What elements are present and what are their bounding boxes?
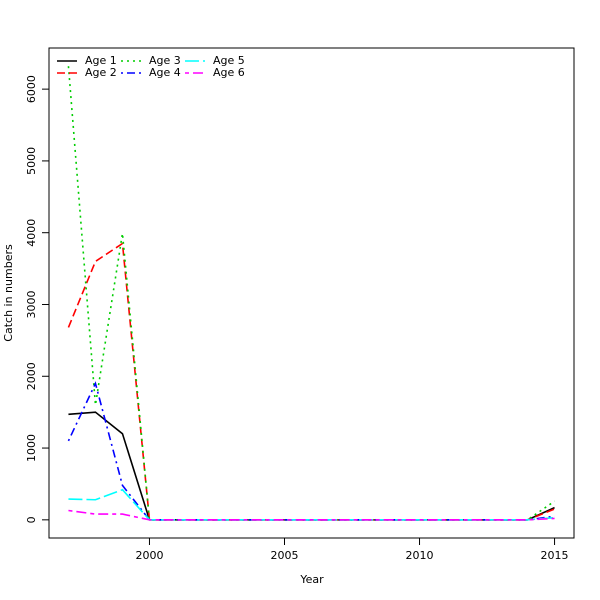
y-tick-label: 0	[25, 516, 38, 523]
y-tick-label: 1000	[25, 434, 38, 462]
legend-label: Age 4	[149, 66, 181, 79]
x-tick-label: 2000	[135, 549, 163, 562]
legend-label: Age 3	[149, 54, 181, 67]
x-tick-label: 2005	[270, 549, 298, 562]
legend-label: Age 6	[213, 66, 245, 79]
legend-label: Age 1	[85, 54, 117, 67]
x-tick-label: 2010	[406, 549, 434, 562]
y-axis-label: Catch in numbers	[2, 244, 15, 342]
legend-label: Age 2	[85, 66, 117, 79]
x-tick-label: 2015	[541, 549, 569, 562]
y-tick-label: 3000	[25, 290, 38, 318]
y-tick-label: 4000	[25, 219, 38, 247]
y-tick-label: 5000	[25, 147, 38, 175]
x-axis-label: Year	[299, 573, 324, 586]
plot-frame	[48, 47, 575, 539]
series-line	[68, 509, 555, 521]
y-tick-label: 2000	[25, 362, 38, 390]
y-tick-label: 6000	[25, 75, 38, 103]
legend-label: Age 5	[213, 54, 245, 67]
